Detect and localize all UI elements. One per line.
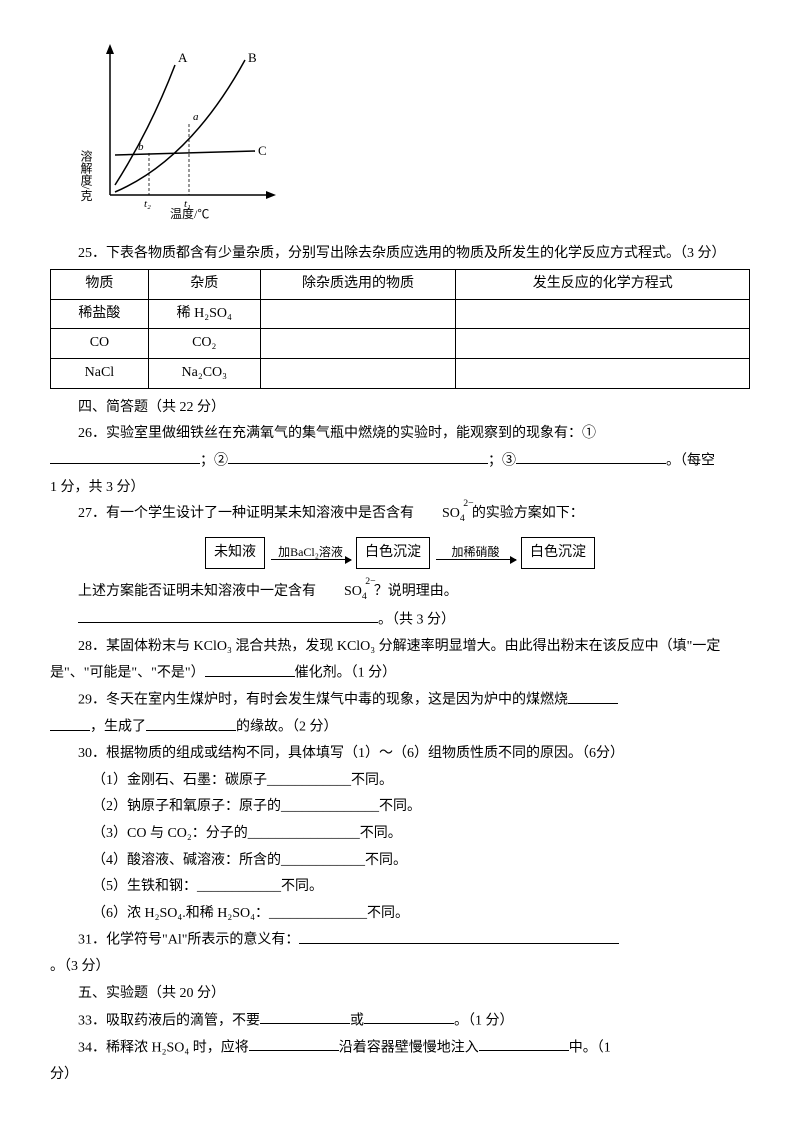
q26-line3: 1 分，共 3 分） [50,475,750,502]
impurity-table: 物质 杂质 除杂质选用的物质 发生反应的化学方程式 稀盐酸 稀 H₂SO₄ CO… [50,269,750,388]
q29: 29．冬天在室内生煤炉时，有时会发生煤气中毒的现象，这是因为炉中的煤燃烧 [50,687,750,714]
cell [456,358,750,388]
q29b: ，生成了的缘故。（2 分） [50,714,750,741]
section-4-title: 四、简答题（共 22 分） [50,395,750,422]
cell: NaCl [51,358,149,388]
cell: 稀盐酸 [51,299,149,329]
cell: CO [51,329,149,359]
flow-box-1: 未知液 [205,537,265,570]
q26-line2: ；②；③。（每空 [50,448,750,475]
th-0: 物质 [51,270,149,300]
ylabel: 溶解度/克 [80,149,93,202]
q34: 34．稀释浓 H₂SO₄ 时，应将沿着容器壁慢慢地注入中。（1 [50,1035,750,1062]
q30-1: （1）金刚石、石墨：碳原子____________不同。 [50,768,750,795]
q27-blank: 。（共 3 分） [50,607,750,634]
flow-arrow-1: 加BaCl₂溶液 [271,546,351,560]
cell: 稀 H₂SO₄ [148,299,260,329]
solubility-chart: A B C a b t₂ t₁ 溶解度/克 温度/℃ [80,40,750,231]
cell: Na₂CO₃ [148,358,260,388]
q28: 28．某固体粉末与 KClO₃ 混合共热，发现 KClO₃ 分解速率明显增大。由… [50,634,750,688]
cell [456,299,750,329]
svg-text:b: b [138,141,144,153]
q30-head: 30．根据物质的组成或结构不同，具体填写（1）～（6）组物质性质不同的原因。（6… [50,741,750,768]
th-1: 杂质 [148,270,260,300]
curve-b-label: B [248,50,257,65]
xlabel: 温度/℃ [170,206,209,220]
th-3: 发生反应的化学方程式 [456,270,750,300]
curve-a-label: A [178,50,188,65]
svg-text:t₂: t₂ [144,198,151,210]
flow-arrow-2: 加稀硝酸 [436,546,516,560]
cell [260,299,456,329]
flow-box-2: 白色沉淀 [356,537,430,570]
cell [260,358,456,388]
q26-line1: 26．实验室里做细铁丝在充满氧气的集气瓶中燃烧的实验时，能观察到的现象有：① [50,421,750,448]
q30-6: （6）浓 H₂SO₄.和稀 H₂SO₄：______________不同。 [50,901,750,928]
flow-box-3: 白色沉淀 [521,537,595,570]
q27-flow: 未知液 加BaCl₂溶液 白色沉淀 加稀硝酸 白色沉淀 [50,537,750,570]
q33: 33．吸取药液后的滴管，不要或。（1 分） [50,1008,750,1035]
th-2: 除杂质选用的物质 [260,270,456,300]
q31b: 。（3 分） [50,954,750,981]
q30-4: （4）酸溶液、碱溶液：所含的____________不同。 [50,848,750,875]
cell: CO₂ [148,329,260,359]
svg-text:a: a [193,111,199,123]
q27-follow: 上述方案能否证明未知溶液中一定含有SO42− ？说明理由。 [50,579,750,606]
q30-2: （2）钠原子和氧原子：原子的______________不同。 [50,794,750,821]
q31: 31．化学符号"Al"所表示的意义有： [50,927,750,954]
curve-c-label: C [258,143,267,158]
q30-5: （5）生铁和钢：____________不同。 [50,874,750,901]
q27-intro: 27．有一个学生设计了一种证明某未知溶液中是否含有SO42− 的实验方案如下： [50,501,750,528]
q30-3: （3）CO 与 CO₂：分子的________________不同。 [50,821,750,848]
cell [260,329,456,359]
q25-text: 25．下表各物质都含有少量杂质，分别写出除去杂质应选用的物质及所发生的化学反应方… [50,241,750,268]
section-5-title: 五、实验题（共 20 分） [50,981,750,1008]
q34d: 分） [50,1062,750,1089]
cell [456,329,750,359]
